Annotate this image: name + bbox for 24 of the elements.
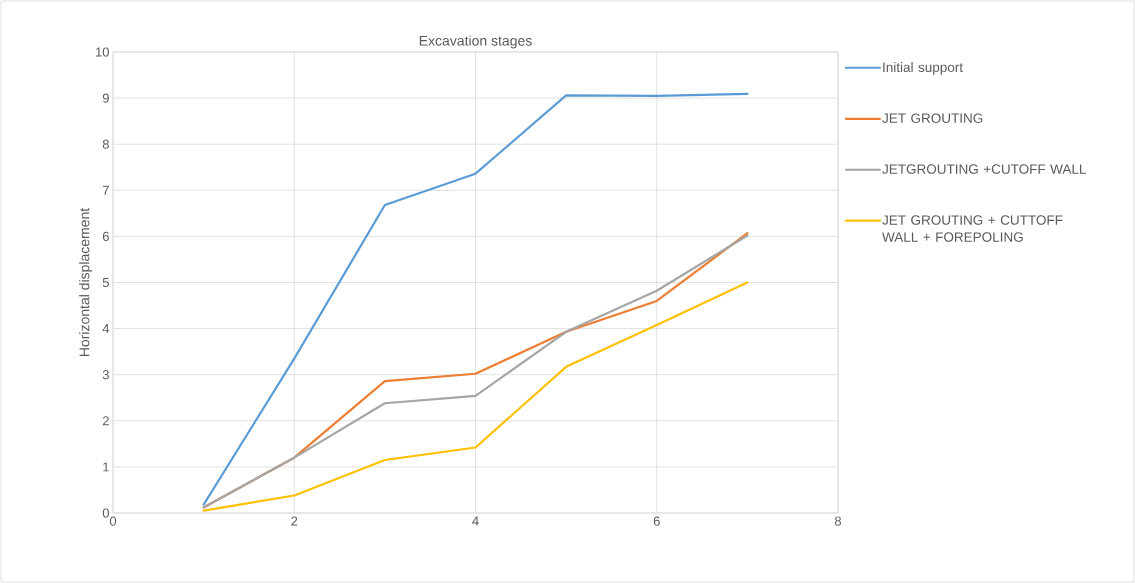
y-axis-title: Horizontal displacement [79,207,93,357]
y-tick-label: 0 [102,508,109,518]
y-tick-label: 10 [96,47,109,57]
legend-label: JET GROUTING [882,113,983,123]
y-tick-label: 2 [102,416,109,426]
y-tick-label: 6 [102,231,109,241]
x-tick-label: 0 [109,516,117,526]
y-tick-label: 8 [102,139,109,149]
y-tick-label: 7 [102,185,109,195]
x-tick-label: 4 [472,516,479,526]
legend-label: JETGROUTING +CUTOFF WALL [882,164,1086,174]
y-tick-label: 5 [102,277,109,288]
y-tick-label: 9 [102,93,109,103]
line-series [202,281,749,512]
legend-label: Initial support [883,62,963,75]
line-series [202,92,749,506]
x-tick-label: 2 [291,516,298,526]
x-tick-label: 8 [834,516,842,526]
x-tick-label: 6 [653,516,660,526]
y-tick-label: 3 [102,370,109,380]
chart-title: Excavation stages [419,35,532,49]
y-tick-label: 4 [102,324,110,334]
y-tick-label: 1 [103,462,109,472]
legend-label: JET GROUTING + CUTTOFF WALL + FOREPOLING [882,215,1063,242]
